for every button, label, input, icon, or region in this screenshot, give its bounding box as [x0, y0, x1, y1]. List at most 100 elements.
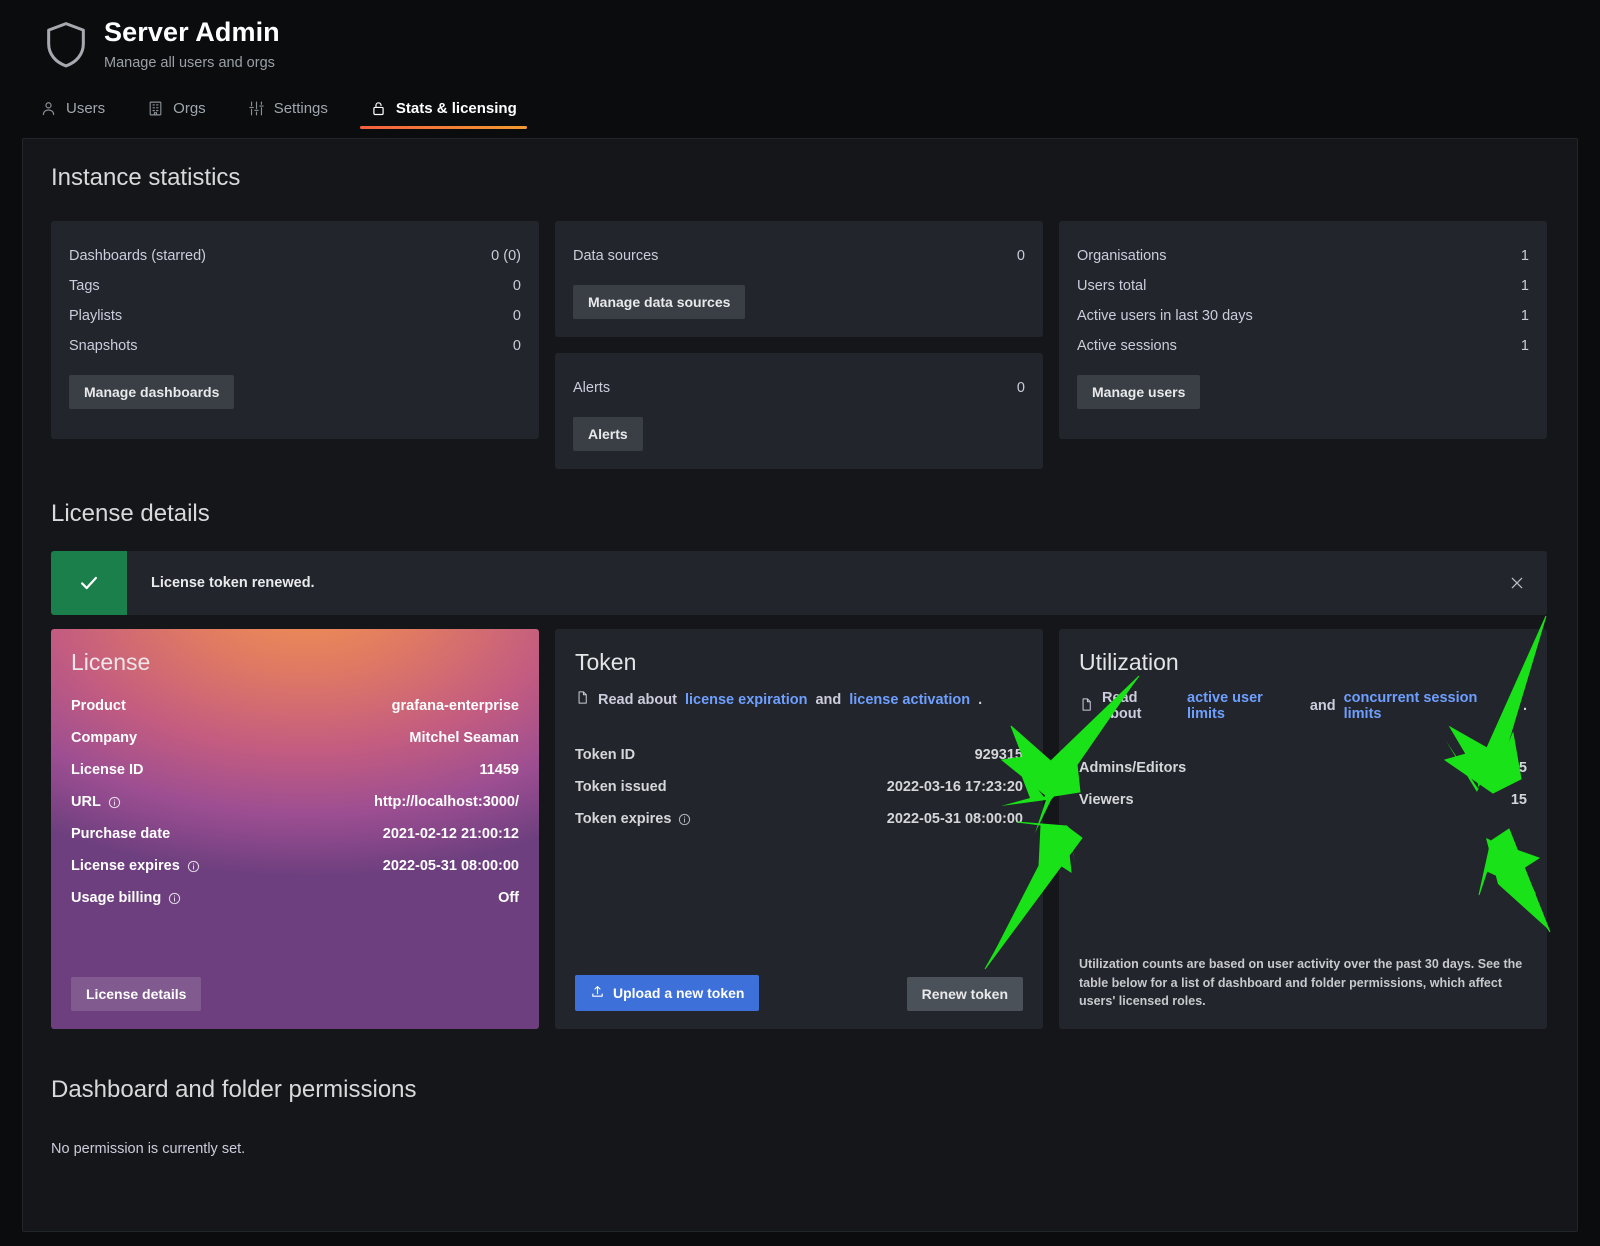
stat-value: 0 — [512, 338, 521, 354]
license-card-actions: License details — [71, 977, 519, 1011]
alerts-button[interactable]: Alerts — [573, 417, 643, 451]
active-user-limits-link[interactable]: active user limits — [1187, 690, 1263, 722]
close-icon[interactable] — [1487, 551, 1547, 615]
shield-icon — [40, 18, 92, 70]
info-icon[interactable] — [108, 796, 121, 809]
tab-users[interactable]: Users — [40, 98, 123, 129]
stat-label: Active users in last 30 days — [1077, 308, 1253, 324]
utilization-card-title: Utilization — [1079, 649, 1179, 675]
upload-new-token-button[interactable]: Upload a new token — [575, 975, 760, 1011]
utilization-row-value: 1 of 5 — [1489, 760, 1527, 776]
token-row-value: 929315 — [974, 747, 1023, 763]
stat-row: Tags 0 — [69, 271, 521, 301]
license-expiration-link[interactable]: license expiration — [684, 691, 808, 708]
utilization-read-about-middle: and — [1309, 698, 1336, 714]
license-card-title: License — [71, 649, 151, 675]
user-icon — [40, 100, 57, 117]
info-icon[interactable] — [168, 892, 181, 905]
stat-value: 0 (0) — [491, 248, 521, 264]
token-row-label: Token issued — [575, 779, 667, 795]
stat-value: 1 — [1520, 248, 1529, 264]
license-row-product: Product grafana-enterprise — [71, 690, 519, 722]
admin-tabbar: Users Orgs Settings — [40, 98, 559, 138]
license-row-label: Purchase date — [71, 826, 171, 842]
token-card-actions: Upload a new token Renew token — [575, 975, 1023, 1011]
datasources-panel: Data sources 0 Manage data sources — [555, 221, 1043, 337]
tab-orgs[interactable]: Orgs — [147, 98, 224, 129]
license-row-label: License expires — [71, 858, 180, 874]
sliders-icon — [248, 100, 265, 117]
stat-value: 1 — [1520, 278, 1529, 294]
tab-settings[interactable]: Settings — [248, 98, 346, 129]
token-card: Token Read about license expiration and … — [555, 629, 1043, 1029]
users-panel-actions: Manage users — [1077, 375, 1529, 409]
token-row-token-issued: Token issued 2022-03-16 17:23:20 — [575, 771, 1023, 803]
alert-message: License token renewed. — [151, 575, 315, 591]
stats-column-dashboards: Dashboards (starred) 0 (0) Tags 0 Playli… — [51, 221, 539, 469]
license-row-value: Off — [498, 890, 519, 906]
stat-label: Dashboards (starred) — [69, 248, 206, 264]
license-row-label: URL — [71, 794, 101, 810]
stats-column-users: Organisations 1 Users total 1 Active use… — [1059, 221, 1547, 469]
token-read-about-suffix: . — [978, 691, 983, 708]
token-row-label: Token ID — [575, 747, 636, 763]
token-card-title: Token — [575, 649, 637, 675]
instance-statistics-grid: Dashboards (starred) 0 (0) Tags 0 Playli… — [51, 221, 1547, 469]
stat-value: 0 — [1016, 380, 1025, 396]
stat-value: 0 — [512, 308, 521, 324]
token-row-token-id: Token ID 929315 — [575, 739, 1023, 771]
manage-dashboards-button[interactable]: Manage dashboards — [69, 375, 235, 409]
concurrent-session-limits-link[interactable]: concurrent session limits — [1343, 690, 1478, 722]
license-row-label: Company — [71, 730, 138, 746]
stat-row: Alerts 0 — [573, 373, 1025, 403]
manage-data-sources-button[interactable]: Manage data sources — [573, 285, 746, 319]
lock-icon — [370, 100, 387, 117]
datasources-panel-actions: Manage data sources — [573, 285, 1025, 319]
stat-row: Dashboards (starred) 0 (0) — [69, 241, 521, 271]
tab-stats-licensing[interactable]: Stats & licensing — [359, 98, 535, 129]
alerts-panel: Alerts 0 Alerts — [555, 353, 1043, 469]
license-row-value: 11459 — [479, 762, 519, 778]
stat-value: 1 — [1520, 338, 1529, 354]
upload-new-token-label: Upload a new token — [613, 985, 745, 1001]
stat-label: Tags — [69, 278, 100, 294]
utilization-read-about-prefix: Read about — [1102, 690, 1142, 722]
stat-row: Snapshots 0 — [69, 331, 521, 361]
tab-users-label: Users — [66, 100, 106, 117]
utilization-row-viewers: Viewers 15 — [1079, 784, 1527, 816]
token-read-about: Read about license expiration and licens… — [575, 690, 1023, 709]
utilization-row-value: 15 — [1510, 792, 1527, 808]
renew-token-button[interactable]: Renew token — [906, 977, 1023, 1011]
dashboards-panel: Dashboards (starred) 0 (0) Tags 0 Playli… — [51, 221, 539, 439]
license-row-value: http://localhost:3000/ — [373, 794, 519, 810]
info-icon[interactable] — [678, 813, 691, 826]
license-details-button[interactable]: License details — [71, 977, 202, 1011]
token-read-about-prefix: Read about — [598, 691, 677, 708]
utilization-read-about: Read about active user limits and concur… — [1079, 690, 1527, 722]
token-row-value: 2022-05-31 08:00:00 — [886, 811, 1023, 827]
license-activation-link[interactable]: license activation — [849, 691, 971, 708]
utilization-row-label: Admins/Editors — [1079, 760, 1187, 776]
tab-stats-licensing-label: Stats & licensing — [395, 100, 517, 117]
info-icon[interactable] — [187, 860, 200, 873]
token-row-token-expires: Token expires 2022-05-31 08:00:00 — [575, 803, 1023, 835]
stat-value: 0 — [1016, 248, 1025, 264]
stat-label: Active sessions — [1077, 338, 1177, 354]
stat-row: Data sources 0 — [573, 241, 1025, 271]
dashboards-panel-actions: Manage dashboards — [69, 375, 521, 409]
stat-label: Playlists — [69, 308, 123, 324]
manage-users-button[interactable]: Manage users — [1077, 375, 1201, 409]
upload-icon — [590, 984, 605, 1002]
license-row-license-id: License ID 11459 — [71, 754, 519, 786]
license-row-label: Usage billing — [71, 890, 162, 906]
license-row-value: grafana-enterprise — [391, 698, 519, 714]
tab-orgs-label: Orgs — [173, 100, 206, 117]
utilization-read-about-suffix: . — [1522, 698, 1527, 714]
users-panel: Organisations 1 Users total 1 Active use… — [1059, 221, 1547, 439]
stat-row: Active users in last 30 days 1 — [1077, 301, 1529, 331]
page-title: Server Admin — [104, 17, 280, 47]
license-cards-row: License Product grafana-enterprise Compa… — [51, 629, 1547, 1029]
token-row-value: 2022-03-16 17:23:20 — [886, 779, 1023, 795]
license-renewed-alert: License token renewed. — [51, 551, 1547, 615]
token-read-about-middle: and — [815, 691, 842, 708]
